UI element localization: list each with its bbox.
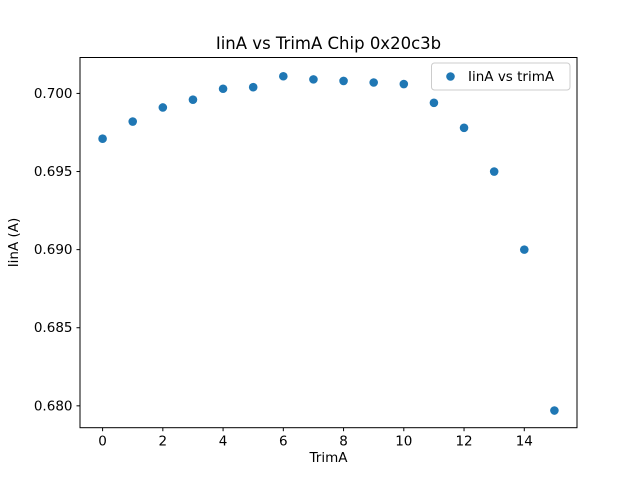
x-tick-label: 14: [516, 434, 533, 450]
x-tick-label: 6: [279, 434, 288, 450]
data-point: [489, 167, 499, 176]
x-tick-label: 8: [339, 434, 348, 450]
y-tick-label: 0.700: [34, 86, 73, 102]
legend: IinA vs trimA: [431, 62, 571, 91]
data-point: [399, 79, 409, 89]
data-point: [550, 406, 559, 415]
y-tick-label: 0.695: [34, 164, 73, 180]
chart-title: IinA vs TrimA Chip 0x20c3b: [216, 34, 441, 53]
data-point: [339, 76, 348, 86]
x-axis-label: TrimA: [309, 450, 349, 466]
x-tick-label: 2: [159, 434, 168, 450]
y-tick-label: 0.685: [34, 320, 73, 336]
x-tick-label: 12: [455, 434, 472, 450]
x-axis-ticks: 0 2 4 6 8 10 12 14: [98, 427, 533, 450]
y-axis-label: IinA (A): [6, 218, 22, 268]
x-tick-label: 4: [219, 434, 228, 450]
legend-label: IinA vs trimA: [468, 69, 555, 85]
y-axis-ticks: 0.680 0.685 0.690 0.695 0.700: [34, 86, 80, 414]
data-point: [369, 78, 378, 87]
y-tick-label: 0.680: [34, 398, 73, 414]
data-point: [519, 245, 529, 254]
data-point: [429, 98, 439, 108]
x-tick-label: 10: [395, 434, 412, 450]
data-point: [98, 134, 107, 144]
legend-box: [431, 62, 571, 91]
y-tick-label: 0.690: [34, 242, 73, 258]
x-tick-label: 0: [98, 434, 107, 450]
plot-area: [79, 57, 578, 429]
data-point: [218, 84, 228, 94]
data-point: [188, 95, 198, 104]
data-point: [128, 117, 138, 126]
data-point: [158, 103, 168, 112]
data-point: [459, 123, 469, 133]
legend-marker-icon: [446, 72, 455, 81]
data-point: [248, 82, 258, 92]
data-point: [309, 75, 318, 84]
data-point: [279, 71, 288, 81]
scatter-series: [98, 71, 559, 415]
